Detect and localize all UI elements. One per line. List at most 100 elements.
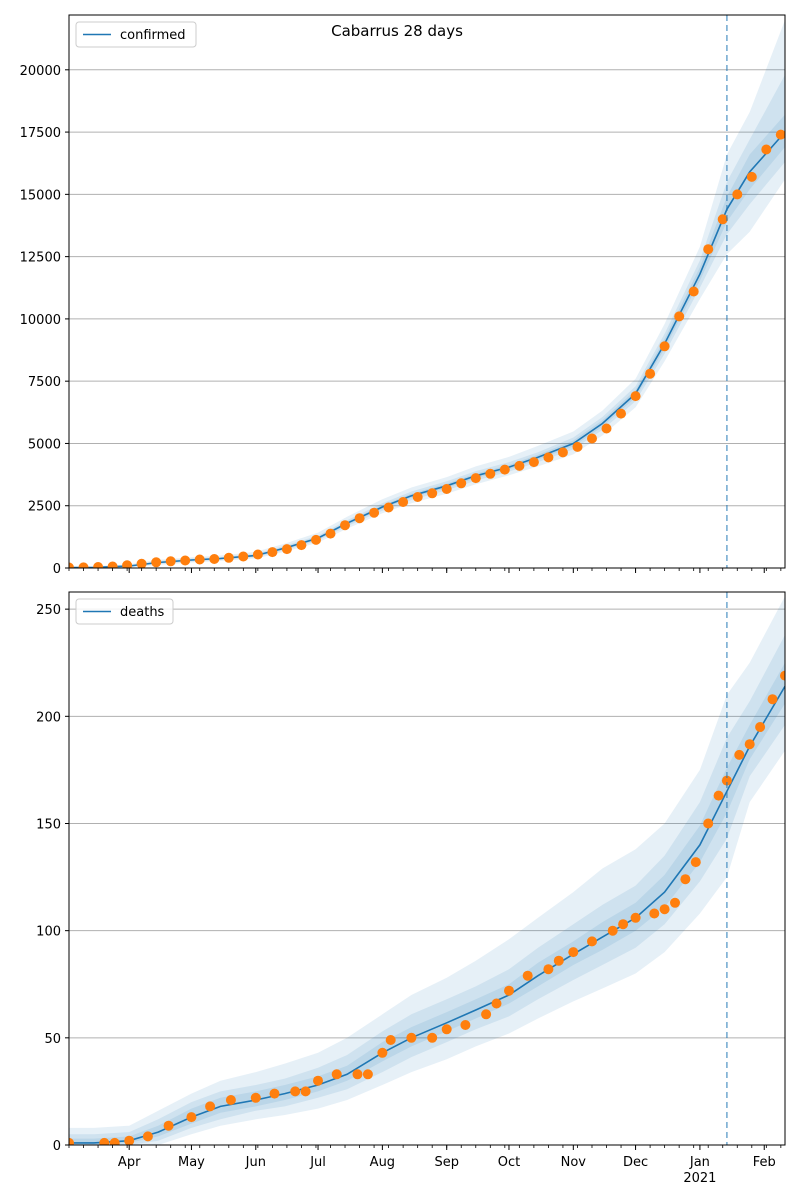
observed-point <box>587 936 597 947</box>
observed-point <box>122 560 133 568</box>
observed-point <box>427 488 438 499</box>
observed-point <box>142 1131 153 1142</box>
observed-point <box>499 464 510 475</box>
y-tick-label: 100 <box>36 925 61 940</box>
observed-point <box>136 558 147 568</box>
legend-box <box>75 21 197 48</box>
y-tick-label: 50 <box>44 1032 61 1047</box>
x-tick-label: Jan <box>689 1155 710 1170</box>
observed-point <box>732 189 743 200</box>
legend-box <box>75 598 174 625</box>
x-year-label: 2021 <box>683 1171 716 1186</box>
confirmed-panel: 0 2500 5000 7500 10000 12500 15000 17500 20000 co… <box>20 14 786 577</box>
legend: deaths <box>75 598 174 625</box>
y-tick-label: 200 <box>36 710 61 725</box>
observed-point <box>109 1137 120 1145</box>
observed-point <box>238 551 249 562</box>
observed-point <box>362 1069 373 1080</box>
x-tick-label: May <box>178 1155 205 1170</box>
observed-point <box>269 1088 280 1099</box>
observed-point <box>186 1112 197 1123</box>
uncertainty-band-2 <box>69 634 785 1145</box>
model-median-line <box>69 685 785 1144</box>
observed-point <box>630 391 641 402</box>
uncertainty-band-1 <box>69 596 785 1145</box>
observed-point <box>572 441 583 452</box>
x-tick-label: Jun <box>245 1155 266 1170</box>
y-tick-label: 250 <box>36 603 61 618</box>
chart-title: Cabarrus 28 days <box>331 22 463 40</box>
observed-point <box>734 749 745 760</box>
observed-point <box>441 1024 452 1035</box>
y-tick-label: 15000 <box>20 188 61 203</box>
observed-point <box>553 955 564 966</box>
observed-point <box>352 1069 363 1080</box>
observed-point <box>441 484 452 494</box>
observed-point <box>649 908 660 919</box>
observed-point <box>331 1069 342 1080</box>
observed-point <box>383 502 394 513</box>
observed-point <box>616 408 626 419</box>
observed-point <box>680 874 691 885</box>
observed-point <box>618 919 629 930</box>
observed-point <box>568 947 579 958</box>
uncertainty-band-3 <box>69 662 785 1145</box>
x-tick-label: Dec <box>623 1155 648 1170</box>
observed-point <box>543 452 554 463</box>
legend-label: confirmed <box>120 28 186 43</box>
observed-point <box>377 1047 388 1058</box>
observed-point <box>601 423 612 434</box>
observed-point <box>670 897 680 908</box>
observed-point <box>124 1135 135 1145</box>
y-tick-label: 20000 <box>20 64 61 79</box>
axes-frame <box>68 14 786 569</box>
observed-point <box>340 520 350 531</box>
observed-point <box>369 507 380 518</box>
observed-point <box>165 556 176 567</box>
legend-label: deaths <box>120 605 165 620</box>
observed-point <box>78 562 89 568</box>
observed-point <box>543 964 554 975</box>
x-tick-label: Jul <box>309 1155 326 1170</box>
y-tick-label: 5000 <box>28 437 61 452</box>
observed-point <box>93 562 104 568</box>
observed-point <box>755 722 766 732</box>
observed-point <box>607 925 618 936</box>
legend: confirmed <box>75 21 197 48</box>
x-tick-label: Aug <box>370 1155 395 1170</box>
observed-point <box>645 368 656 379</box>
y-tick-label: 150 <box>36 817 61 832</box>
x-tick-label: Apr <box>118 1155 141 1170</box>
observed-point <box>267 547 278 558</box>
observed-point <box>630 912 641 923</box>
observed-point <box>780 670 785 681</box>
observed-point <box>775 129 785 140</box>
observed-point <box>767 694 778 705</box>
x-tick-label: Nov <box>561 1155 587 1170</box>
observed-point <box>688 286 699 297</box>
observed-point <box>761 144 772 155</box>
observed-point <box>481 1009 492 1020</box>
observed-point <box>557 447 568 458</box>
deaths-panel: 0 50 100 150 200 250 Apr May Jun Jul Aug Sep Oct Nov D… <box>36 591 786 1186</box>
observed-point <box>311 534 321 545</box>
y-tick-label: 7500 <box>28 375 61 390</box>
observed-point <box>194 554 205 565</box>
plot-area <box>69 20 785 568</box>
observed-point <box>398 497 409 507</box>
observed-point <box>209 554 220 564</box>
observed-point <box>587 433 597 444</box>
y-tick-label: 17500 <box>20 126 61 141</box>
observed-point <box>674 311 685 322</box>
axes-frame <box>68 591 786 1146</box>
observed-point <box>296 540 307 551</box>
observed-point <box>205 1101 216 1112</box>
observed-point <box>107 561 118 568</box>
observed-point <box>746 171 757 182</box>
observed-point <box>713 790 724 801</box>
observed-point <box>456 478 467 489</box>
observed-point <box>659 904 670 915</box>
observed-point <box>180 555 191 566</box>
observed-point <box>514 460 525 471</box>
